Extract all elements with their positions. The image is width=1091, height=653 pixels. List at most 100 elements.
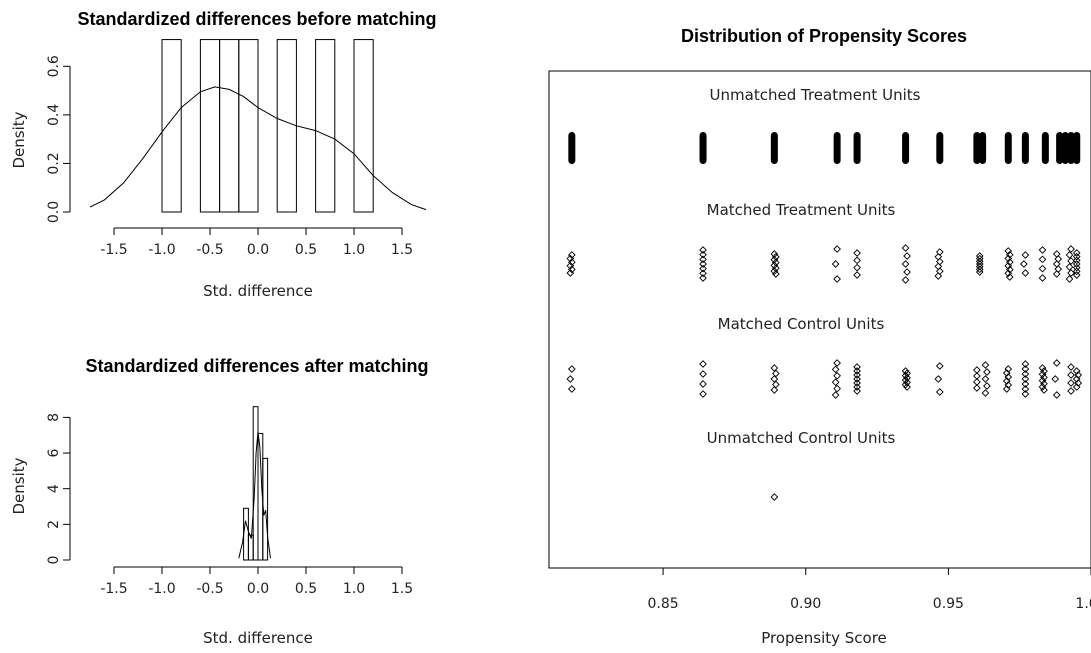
x-tick-label: 0.5 <box>295 581 317 597</box>
data-point <box>975 260 984 268</box>
density-curve-before <box>89 86 427 211</box>
data-point <box>903 374 911 382</box>
chart-title-before: Standardized differences before matching <box>77 9 436 29</box>
data-point <box>1004 132 1012 164</box>
data-point <box>770 493 779 501</box>
data-point <box>1005 258 1014 266</box>
group-label-matched-treatment: Matched Treatment Units <box>707 201 896 219</box>
data-point <box>770 255 779 264</box>
data-point <box>1072 249 1081 257</box>
data-point <box>1038 255 1047 264</box>
data-point <box>699 390 707 398</box>
data-point <box>975 254 984 263</box>
y-axis-label-after: Density <box>10 457 28 514</box>
data-point <box>853 383 861 391</box>
x-axis-label-after: Std. difference <box>203 629 313 647</box>
y-tick-label: 2 <box>46 520 62 529</box>
histogram-bar <box>252 406 259 561</box>
data-point <box>975 257 984 266</box>
data-point <box>903 268 911 276</box>
data-point <box>903 252 911 260</box>
data-point <box>567 265 576 274</box>
data-point <box>699 246 707 254</box>
histogram-bar <box>353 39 374 213</box>
data-point <box>770 250 779 258</box>
data-point <box>853 249 861 257</box>
data-point <box>1052 270 1061 278</box>
histogram-bar <box>315 39 336 213</box>
data-point <box>903 378 911 387</box>
x-tick-label: 1.5 <box>391 242 413 258</box>
x-tick-label: -0.5 <box>196 581 223 597</box>
x-tick-label: -1.0 <box>148 581 175 597</box>
data-point <box>1021 370 1030 378</box>
x-axis-after: -1.5 -1.0 -0.5 0.0 0.5 1.0 1.5 <box>100 566 413 597</box>
data-point <box>901 367 910 375</box>
data-point <box>1067 132 1075 164</box>
data-point <box>853 371 861 379</box>
data-point <box>833 275 841 283</box>
data-point <box>1005 265 1014 274</box>
data-point <box>1004 262 1013 270</box>
data-point <box>566 254 575 263</box>
y-tick-label: 0.4 <box>46 104 62 126</box>
y-tick-label: 8 <box>46 413 62 422</box>
data-point <box>1072 271 1081 279</box>
x-tick-label: 1.5 <box>391 581 413 597</box>
data-point <box>1065 275 1074 283</box>
data-point <box>1065 263 1074 271</box>
data-point <box>1021 375 1030 383</box>
data-point <box>973 132 981 164</box>
data-point <box>1021 365 1030 373</box>
density-curve-after <box>238 431 271 559</box>
data-point <box>833 132 841 164</box>
data-point <box>699 370 707 378</box>
data-point <box>1040 386 1048 394</box>
data-point <box>699 360 707 368</box>
histogram-bars-before <box>161 39 374 213</box>
data-point <box>901 260 910 268</box>
data-point <box>833 359 841 367</box>
data-point <box>699 250 707 259</box>
histogram-bar <box>243 507 249 561</box>
data-point <box>1067 363 1075 371</box>
data-point <box>853 375 861 383</box>
data-point <box>699 264 707 273</box>
data-point <box>853 271 861 279</box>
data-point <box>1072 367 1081 375</box>
data-point <box>1067 387 1075 395</box>
histogram-bar <box>219 39 240 213</box>
data-point <box>1072 375 1081 383</box>
data-point <box>772 380 780 389</box>
y-axis-after: 0 2 4 6 8 <box>46 413 71 564</box>
data-point <box>772 369 780 378</box>
data-point <box>1072 267 1081 276</box>
data-point <box>981 389 990 397</box>
data-point <box>772 258 780 267</box>
x-axis-label-propensity: Propensity Score <box>761 629 887 647</box>
data-point <box>831 260 840 268</box>
data-point <box>903 369 911 378</box>
data-point <box>1005 250 1014 259</box>
data-point <box>1021 360 1030 368</box>
x-axis-before: -1.5 -1.0 -0.5 0.0 0.5 1.0 1.5 <box>100 227 413 258</box>
histogram-bars-after <box>243 406 269 561</box>
data-point <box>1004 381 1013 389</box>
data-point <box>1038 246 1047 254</box>
panel-propensity-scores: Distribution of Propensity Scores Propen… <box>548 26 1091 647</box>
data-point <box>1038 376 1047 385</box>
data-point <box>833 371 841 380</box>
data-point <box>935 388 944 396</box>
data-point <box>1061 132 1069 164</box>
y-axis-before: 0.0 0.2 0.4 0.6 <box>46 55 71 223</box>
histogram-bar <box>238 39 259 213</box>
data-point <box>568 132 576 164</box>
data-point <box>934 375 943 383</box>
data-point <box>831 378 840 387</box>
data-point <box>903 383 911 391</box>
data-point <box>1072 252 1081 261</box>
x-axis-propensity: 0.85 0.90 0.95 1.00 <box>648 568 1091 612</box>
data-point <box>1038 364 1047 372</box>
data-point <box>1021 132 1029 164</box>
data-point <box>1038 370 1047 379</box>
